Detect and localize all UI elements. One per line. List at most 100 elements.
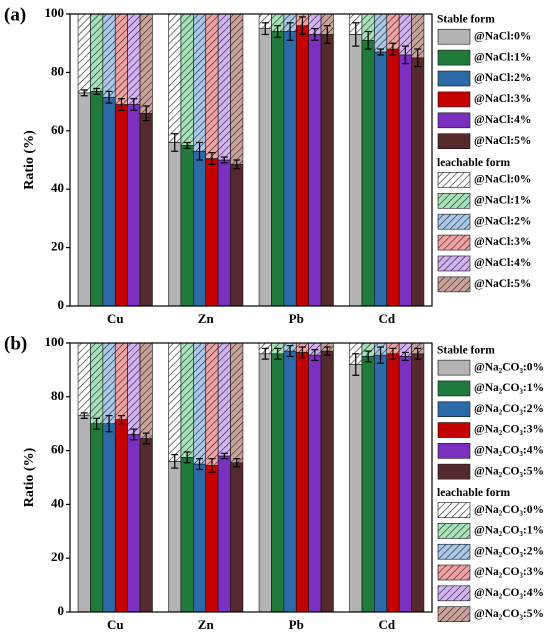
y-tick-label: 100 [45, 334, 65, 349]
leachable-bar [139, 13, 153, 114]
error-bar [142, 105, 150, 122]
legend-swatch [437, 192, 471, 209]
error-bar [183, 141, 191, 149]
leachable-bar [102, 13, 116, 98]
legend-label: @NaCl:2% [474, 72, 531, 84]
y-tick-label: 40 [51, 495, 64, 510]
x-tick-label: Zn [198, 311, 215, 326]
stable-bar [258, 353, 272, 613]
error-bar [298, 346, 306, 359]
stable-bar [168, 461, 182, 613]
x-tick-label: Cu [107, 617, 124, 632]
legend-swatch [437, 112, 471, 129]
error-bar [171, 454, 179, 469]
leachable-bar [168, 13, 182, 143]
error-bar [80, 412, 88, 419]
error-bar [274, 25, 282, 38]
legend-label: @Na₂CO₃:0% [474, 361, 544, 373]
error-bar [364, 30, 372, 50]
error-bar [414, 48, 422, 68]
stable-bar [349, 34, 363, 307]
stable-bar [411, 57, 425, 307]
stable-bar [77, 92, 91, 307]
stable-bar [295, 25, 309, 307]
leachable-bar [193, 342, 207, 465]
error-bar [196, 458, 204, 471]
stable-bar [205, 465, 219, 613]
legend-label: @NaCl:3% [474, 93, 531, 105]
stable-bar [349, 364, 363, 613]
legend-swatch [437, 564, 471, 581]
legend-label: @Na₂CO₃:1% [474, 525, 544, 537]
leachable-bar [205, 342, 219, 466]
stable-bar [374, 354, 388, 613]
legend-swatch [437, 380, 471, 397]
error-bar [105, 415, 113, 433]
error-bar [323, 25, 331, 44]
legend-label: @Na₂CO₃:4% [474, 587, 544, 599]
error-bar [389, 42, 397, 56]
leachable-bar [193, 13, 207, 152]
legend-swatch [437, 91, 471, 108]
stable-bar [114, 419, 128, 613]
error-bar [377, 346, 385, 364]
error-bar [171, 133, 179, 152]
stable-bar [283, 31, 297, 307]
leachable-bar [77, 342, 91, 416]
leachable-bar [127, 13, 141, 105]
leachable-bar [217, 342, 231, 457]
stable-bar [193, 150, 207, 307]
legend-swatch [437, 422, 471, 438]
legend-swatch [437, 234, 471, 251]
legend-swatch [437, 133, 471, 150]
stable-bar [230, 164, 244, 307]
stable-bar [127, 104, 141, 307]
leachable-bar [374, 13, 388, 53]
y-axis-label: Ratio (%) [22, 130, 37, 190]
error-bar [311, 28, 319, 41]
legend-label: @NaCl:4% [474, 257, 531, 269]
legend-label: @NaCl:1% [474, 194, 531, 206]
stable-bar [139, 112, 153, 307]
error-bar [352, 22, 360, 47]
legend-swatch [437, 359, 471, 376]
stable-bar [374, 51, 388, 307]
legend-swatch [437, 443, 471, 459]
stable-bar [386, 48, 400, 307]
error-bar [117, 415, 125, 425]
legend-swatch [437, 463, 471, 480]
leachable-bar [77, 13, 91, 94]
y-axis-label: Ratio (%) [22, 447, 37, 507]
legend-swatch [437, 523, 471, 539]
error-bar [80, 89, 88, 97]
x-tick-label: Pb [289, 311, 304, 326]
legend-title: leachable form [437, 487, 511, 499]
stable-bar [139, 438, 153, 613]
legend-label: @Na₂CO₃:3% [474, 424, 544, 436]
stable-bar [320, 34, 334, 307]
error-bar [220, 452, 228, 460]
legend-label: @NaCl:0% [474, 174, 531, 186]
y-tick-label: 80 [51, 388, 64, 403]
stable-bar [217, 159, 231, 307]
x-tick-label: Cu [107, 311, 124, 326]
stable-bar [114, 104, 128, 307]
stable-bar [193, 463, 207, 613]
legend-swatch [437, 255, 471, 272]
stable-bar [230, 462, 244, 613]
panel-label: (a) [4, 4, 26, 25]
legend-swatch [437, 49, 471, 66]
legend-swatch [437, 585, 471, 602]
stable-bar [361, 39, 375, 307]
legend-swatch [437, 172, 471, 188]
leachable-bar [114, 13, 128, 105]
legend-title: Stable form [437, 14, 495, 26]
legend-swatch [437, 70, 471, 87]
leachable-bar [205, 13, 219, 159]
legend-label: @Na₂CO₃:5% [474, 608, 544, 620]
error-bar [183, 451, 191, 464]
y-tick-label: 80 [51, 63, 64, 78]
legend-swatch [437, 276, 471, 293]
leachable-bar [114, 342, 128, 420]
